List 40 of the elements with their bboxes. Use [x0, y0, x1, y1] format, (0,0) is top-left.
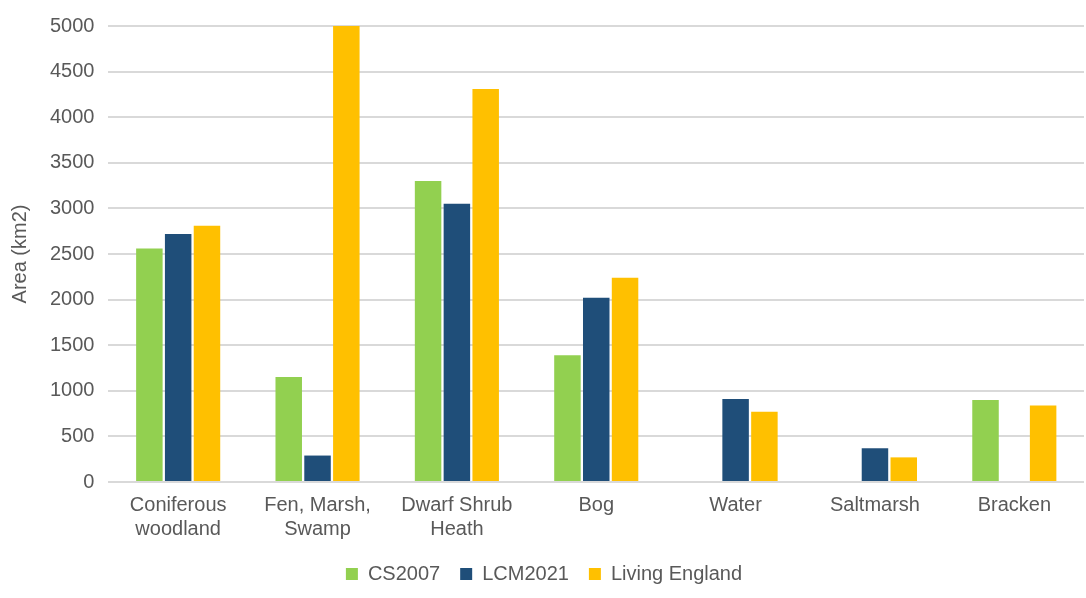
legend-label: LCM2021	[482, 561, 569, 584]
bar	[472, 88, 499, 481]
bar	[193, 225, 221, 481]
bar	[972, 399, 999, 481]
bar	[333, 26, 360, 481]
x-tick-label: Bracken	[977, 492, 1052, 515]
bar	[443, 203, 471, 481]
bar	[164, 233, 192, 481]
x-tick-label: Saltmarsh	[829, 492, 920, 515]
y-tick-label: 2500	[49, 241, 95, 264]
y-tick-label: 3500	[49, 150, 95, 173]
bar	[583, 297, 610, 481]
bar	[554, 355, 581, 481]
x-tick-label: Dwarf Shrub Heath	[401, 492, 513, 539]
bar	[751, 411, 778, 481]
legend-label: CS2007	[367, 561, 441, 584]
bar	[275, 377, 302, 481]
legend-label: Living England	[610, 561, 743, 584]
x-tick-label: Bog	[578, 492, 615, 515]
bar	[861, 448, 889, 481]
y-axis-title: Area (km2)	[7, 204, 30, 304]
bar	[304, 455, 331, 481]
y-tick-label: 1000	[49, 378, 95, 401]
y-tick-label: 5000	[49, 13, 95, 36]
bar	[136, 248, 163, 481]
x-tick-label: Water	[709, 492, 763, 515]
bar	[1029, 405, 1057, 481]
x-tick-label: Fen, Marsh, Swamp	[264, 492, 371, 539]
bar	[611, 277, 639, 481]
bar	[890, 457, 918, 481]
y-tick-label: 500	[61, 423, 95, 446]
bar	[414, 181, 442, 481]
y-tick-label: 0	[83, 469, 95, 492]
y-tick-label: 4500	[49, 59, 95, 82]
y-tick-label: 4000	[49, 104, 95, 127]
y-tick-label: 3000	[49, 195, 95, 218]
y-tick-label: 2000	[49, 287, 95, 310]
bar	[722, 399, 749, 481]
x-tick-label: Coniferous woodland	[129, 492, 227, 539]
y-tick-label: 1500	[49, 332, 95, 355]
